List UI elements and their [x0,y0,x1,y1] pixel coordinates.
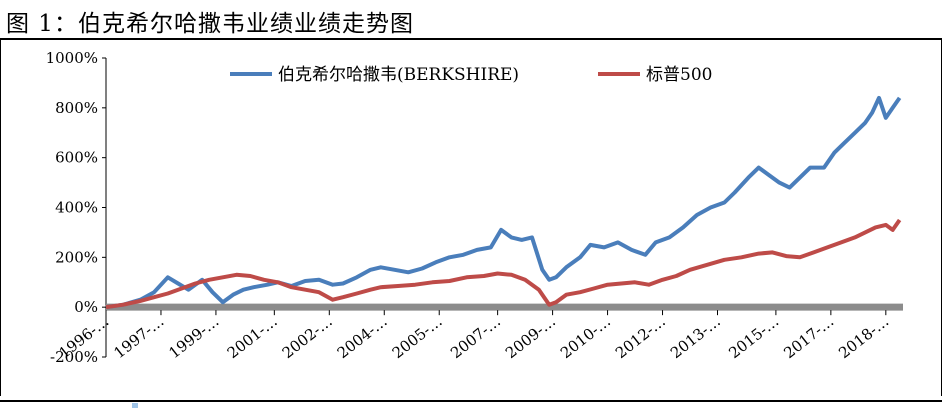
series-line-1 [105,95,902,310]
y-tick-labels: -200% 0% 200% 400% 600% 800% 1000% [46,49,98,366]
y-tick-label: 200% [55,248,98,266]
x-tick-marks [105,310,887,316]
title-rule [0,38,942,40]
footer-mark [132,403,138,408]
title-bar: 图 1：伯克希尔哈撒韦业绩业绩走势图 [0,0,942,38]
x-tick-label: 1999-… [165,312,222,362]
legend-label: 标普500 [646,65,712,85]
y-tick-label: 600% [55,149,98,167]
y-tick-marks [102,57,106,358]
y-tick-label: 1000% [46,49,98,67]
series-lines [105,95,902,310]
x-tick-label: 2009-… [502,312,559,362]
bottom-rule [0,400,942,402]
x-tick-label: 2005-… [389,312,446,362]
legend-label: 伯克希尔哈撒韦(BERKSHIRE) [278,65,519,85]
y-tick-label: 400% [55,199,98,217]
x-tick-label: 2012-… [612,312,669,362]
series-line-2 [105,218,902,310]
x-tick-label: 2007-… [447,312,504,362]
x-tick-label: 2010-… [557,312,614,362]
y-tick-label: 0% [74,298,98,316]
x-tick-label: 2001-… [224,312,281,362]
x-tick-label: 2015-… [725,312,782,362]
figure-title: 图 1：伯克希尔哈撒韦业绩业绩走势图 [6,11,414,37]
x-tick-label: 2017-… [780,312,837,362]
y-tick-label: -200% [50,348,98,366]
x-tick-label: 1997-… [110,312,167,362]
y-tick-label: 800% [55,99,98,117]
x-tick-label: 2002-… [279,312,336,362]
legend: 伯克希尔哈撒韦(BERKSHIRE) 标普500 [230,65,712,85]
x-tick-label: 2004-… [334,312,391,362]
plot-area: -200% 0% 200% 400% 600% 800% 1000% 1996-…1997-… [46,49,903,366]
x-tick-labels: 1996-…1997-…1999-… 2001-…2002-…2004-…2005… [55,312,892,362]
x-tick-label: 2018-… [835,312,892,362]
x-tick-label: 2013-… [667,312,724,362]
